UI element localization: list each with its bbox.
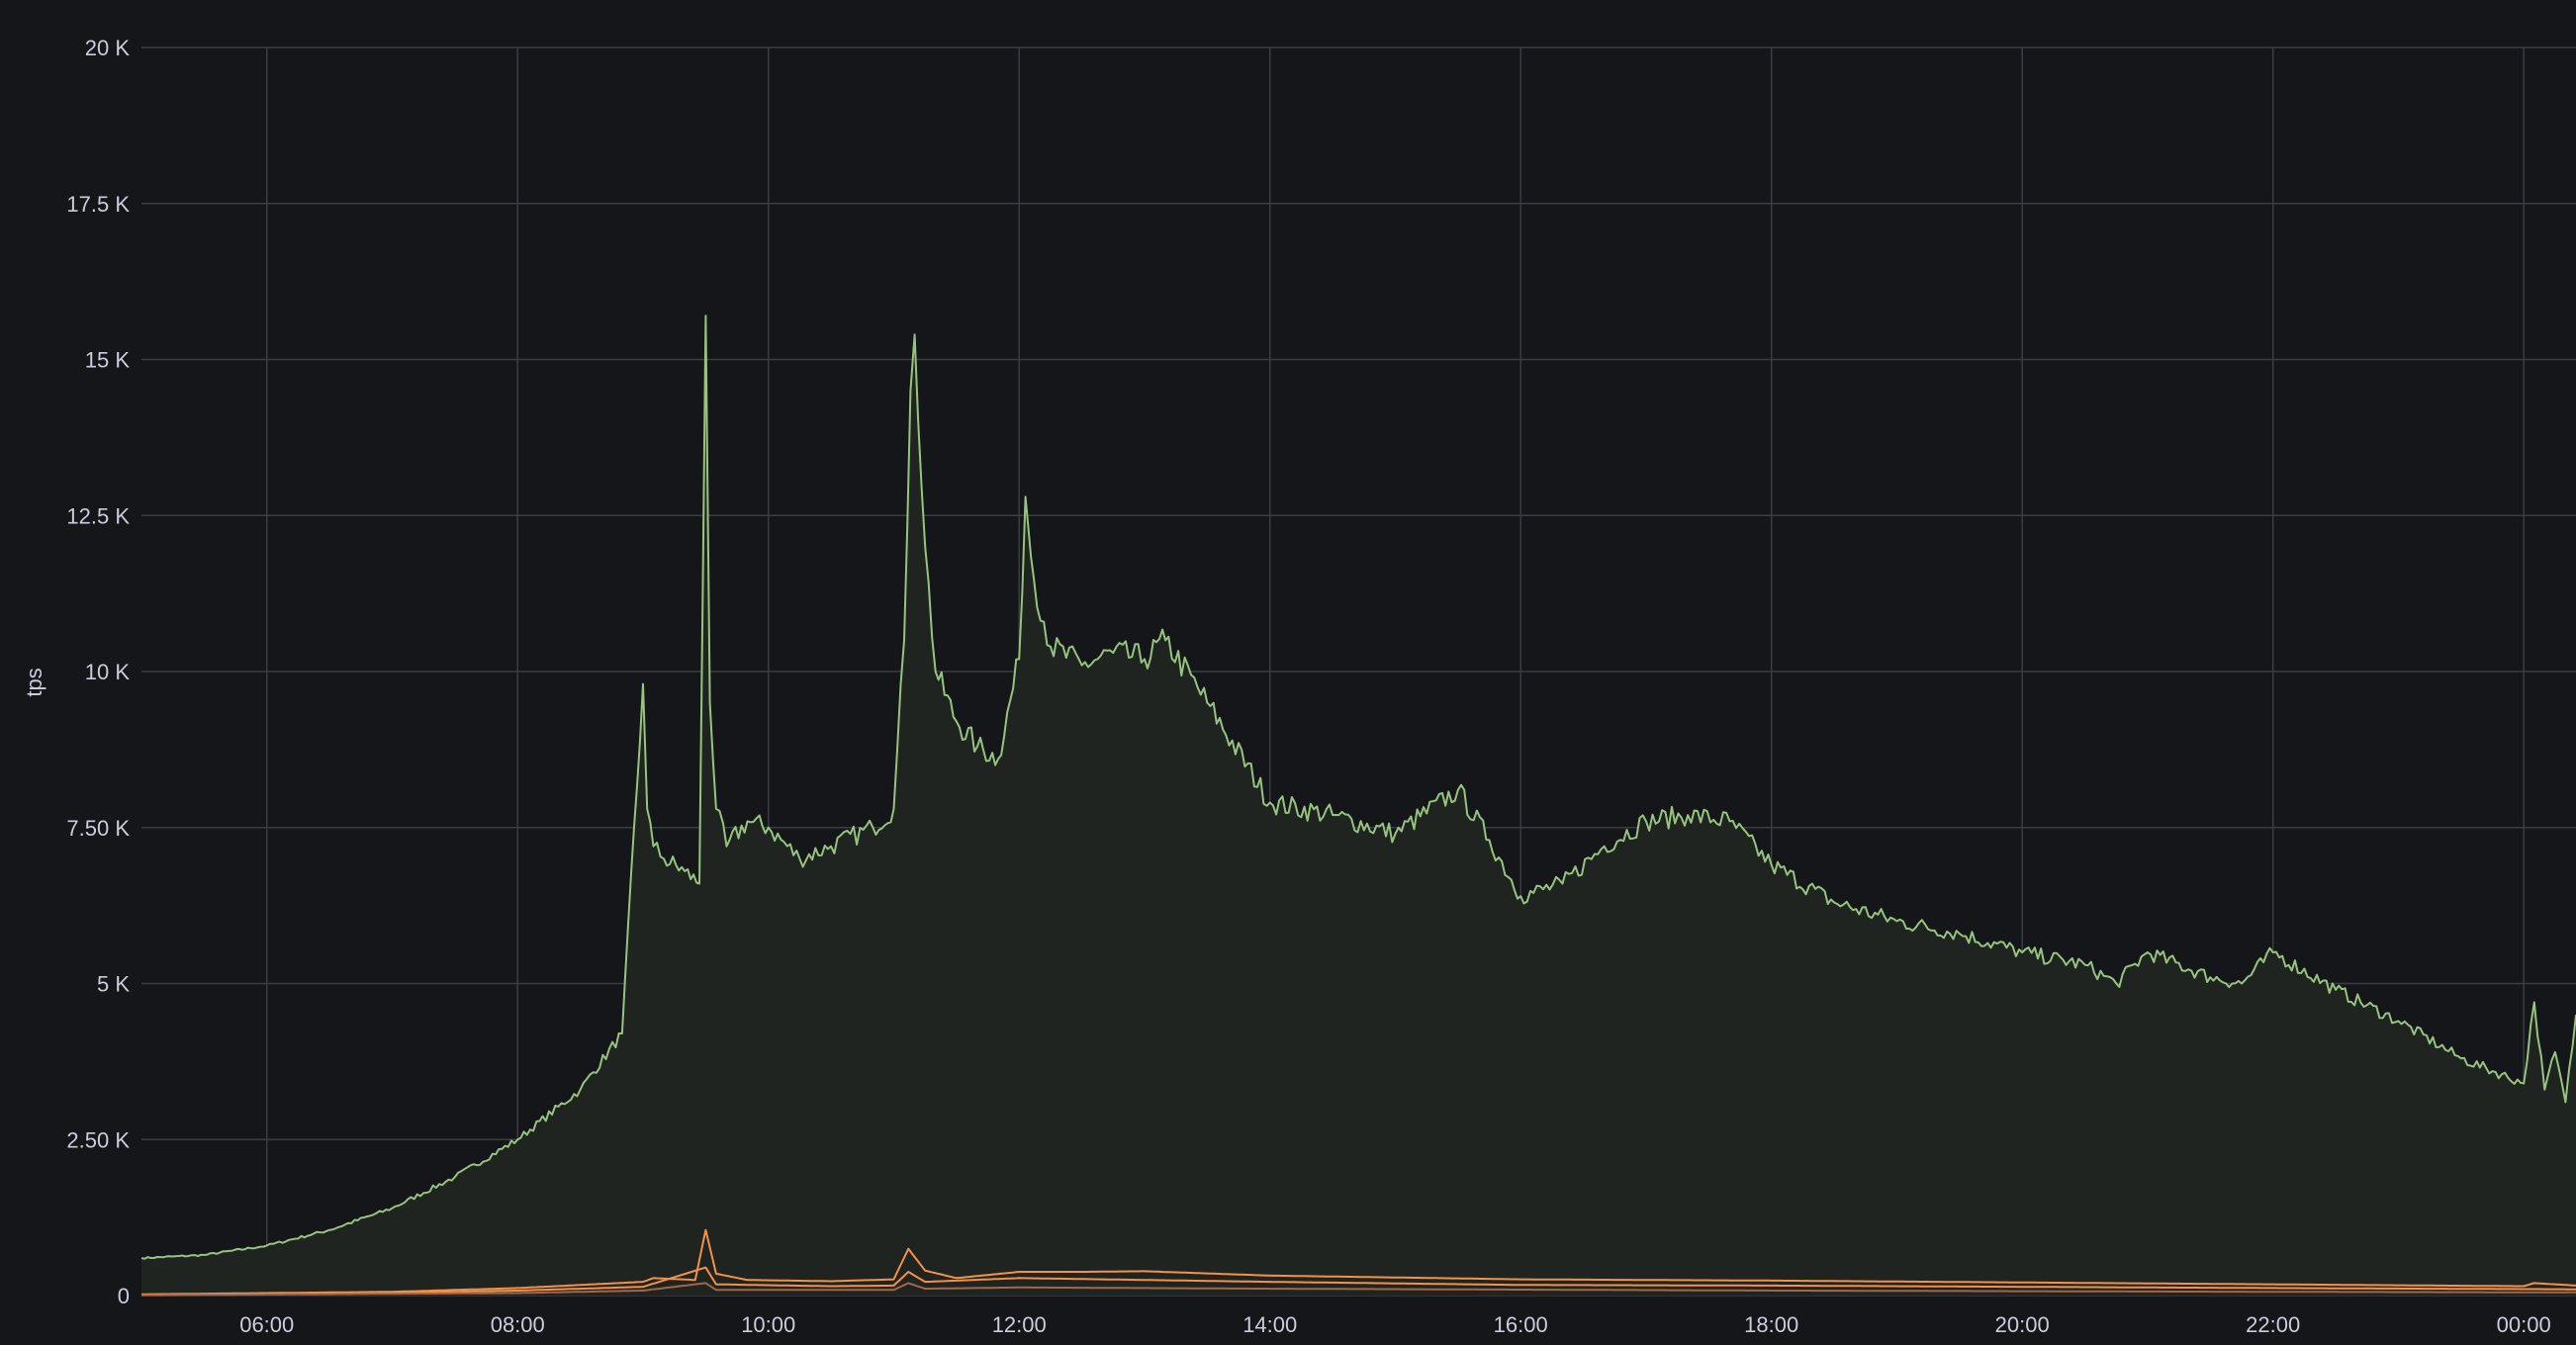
y-tick-label: 5 K xyxy=(97,972,130,997)
area-fills xyxy=(141,315,2576,1296)
y-tick-label: 10 K xyxy=(85,660,131,684)
y-tick-label: 15 K xyxy=(85,348,131,373)
y-tick-label: 0 xyxy=(118,1284,130,1308)
x-tick-label: 14:00 xyxy=(1242,1312,1297,1337)
y-tick-label: 7.50 K xyxy=(66,816,130,841)
y-axis-ticks: 0 2.50 K 5 K 7.50 K 10 K 12.5 K 15 K 17.5 K 20 K xyxy=(66,36,130,1308)
x-tick-label: 20:00 xyxy=(1995,1312,2050,1337)
y-tick-label: 20 K xyxy=(85,36,131,60)
y-tick-label: 17.5 K xyxy=(66,192,130,217)
x-tick-label: 12:00 xyxy=(992,1312,1047,1337)
series-area-fill xyxy=(141,315,2576,1296)
x-tick-label: 16:00 xyxy=(1494,1312,1548,1337)
y-axis-title: tps xyxy=(22,668,46,696)
x-tick-label: 06:00 xyxy=(239,1312,294,1337)
x-tick-label: 00:00 xyxy=(2497,1312,2551,1337)
x-tick-label: 08:00 xyxy=(491,1312,545,1337)
x-tick-label: 18:00 xyxy=(1744,1312,1798,1337)
x-axis-ticks: 06:00 08:00 10:00 12:00 14:00 16:00 18:00 20:00… xyxy=(239,1312,2551,1337)
y-tick-label: 2.50 K xyxy=(66,1127,130,1152)
x-tick-label: 22:00 xyxy=(2246,1312,2300,1337)
y-tick-label: 12.5 K xyxy=(66,503,130,528)
x-tick-label: 10:00 xyxy=(741,1312,795,1337)
